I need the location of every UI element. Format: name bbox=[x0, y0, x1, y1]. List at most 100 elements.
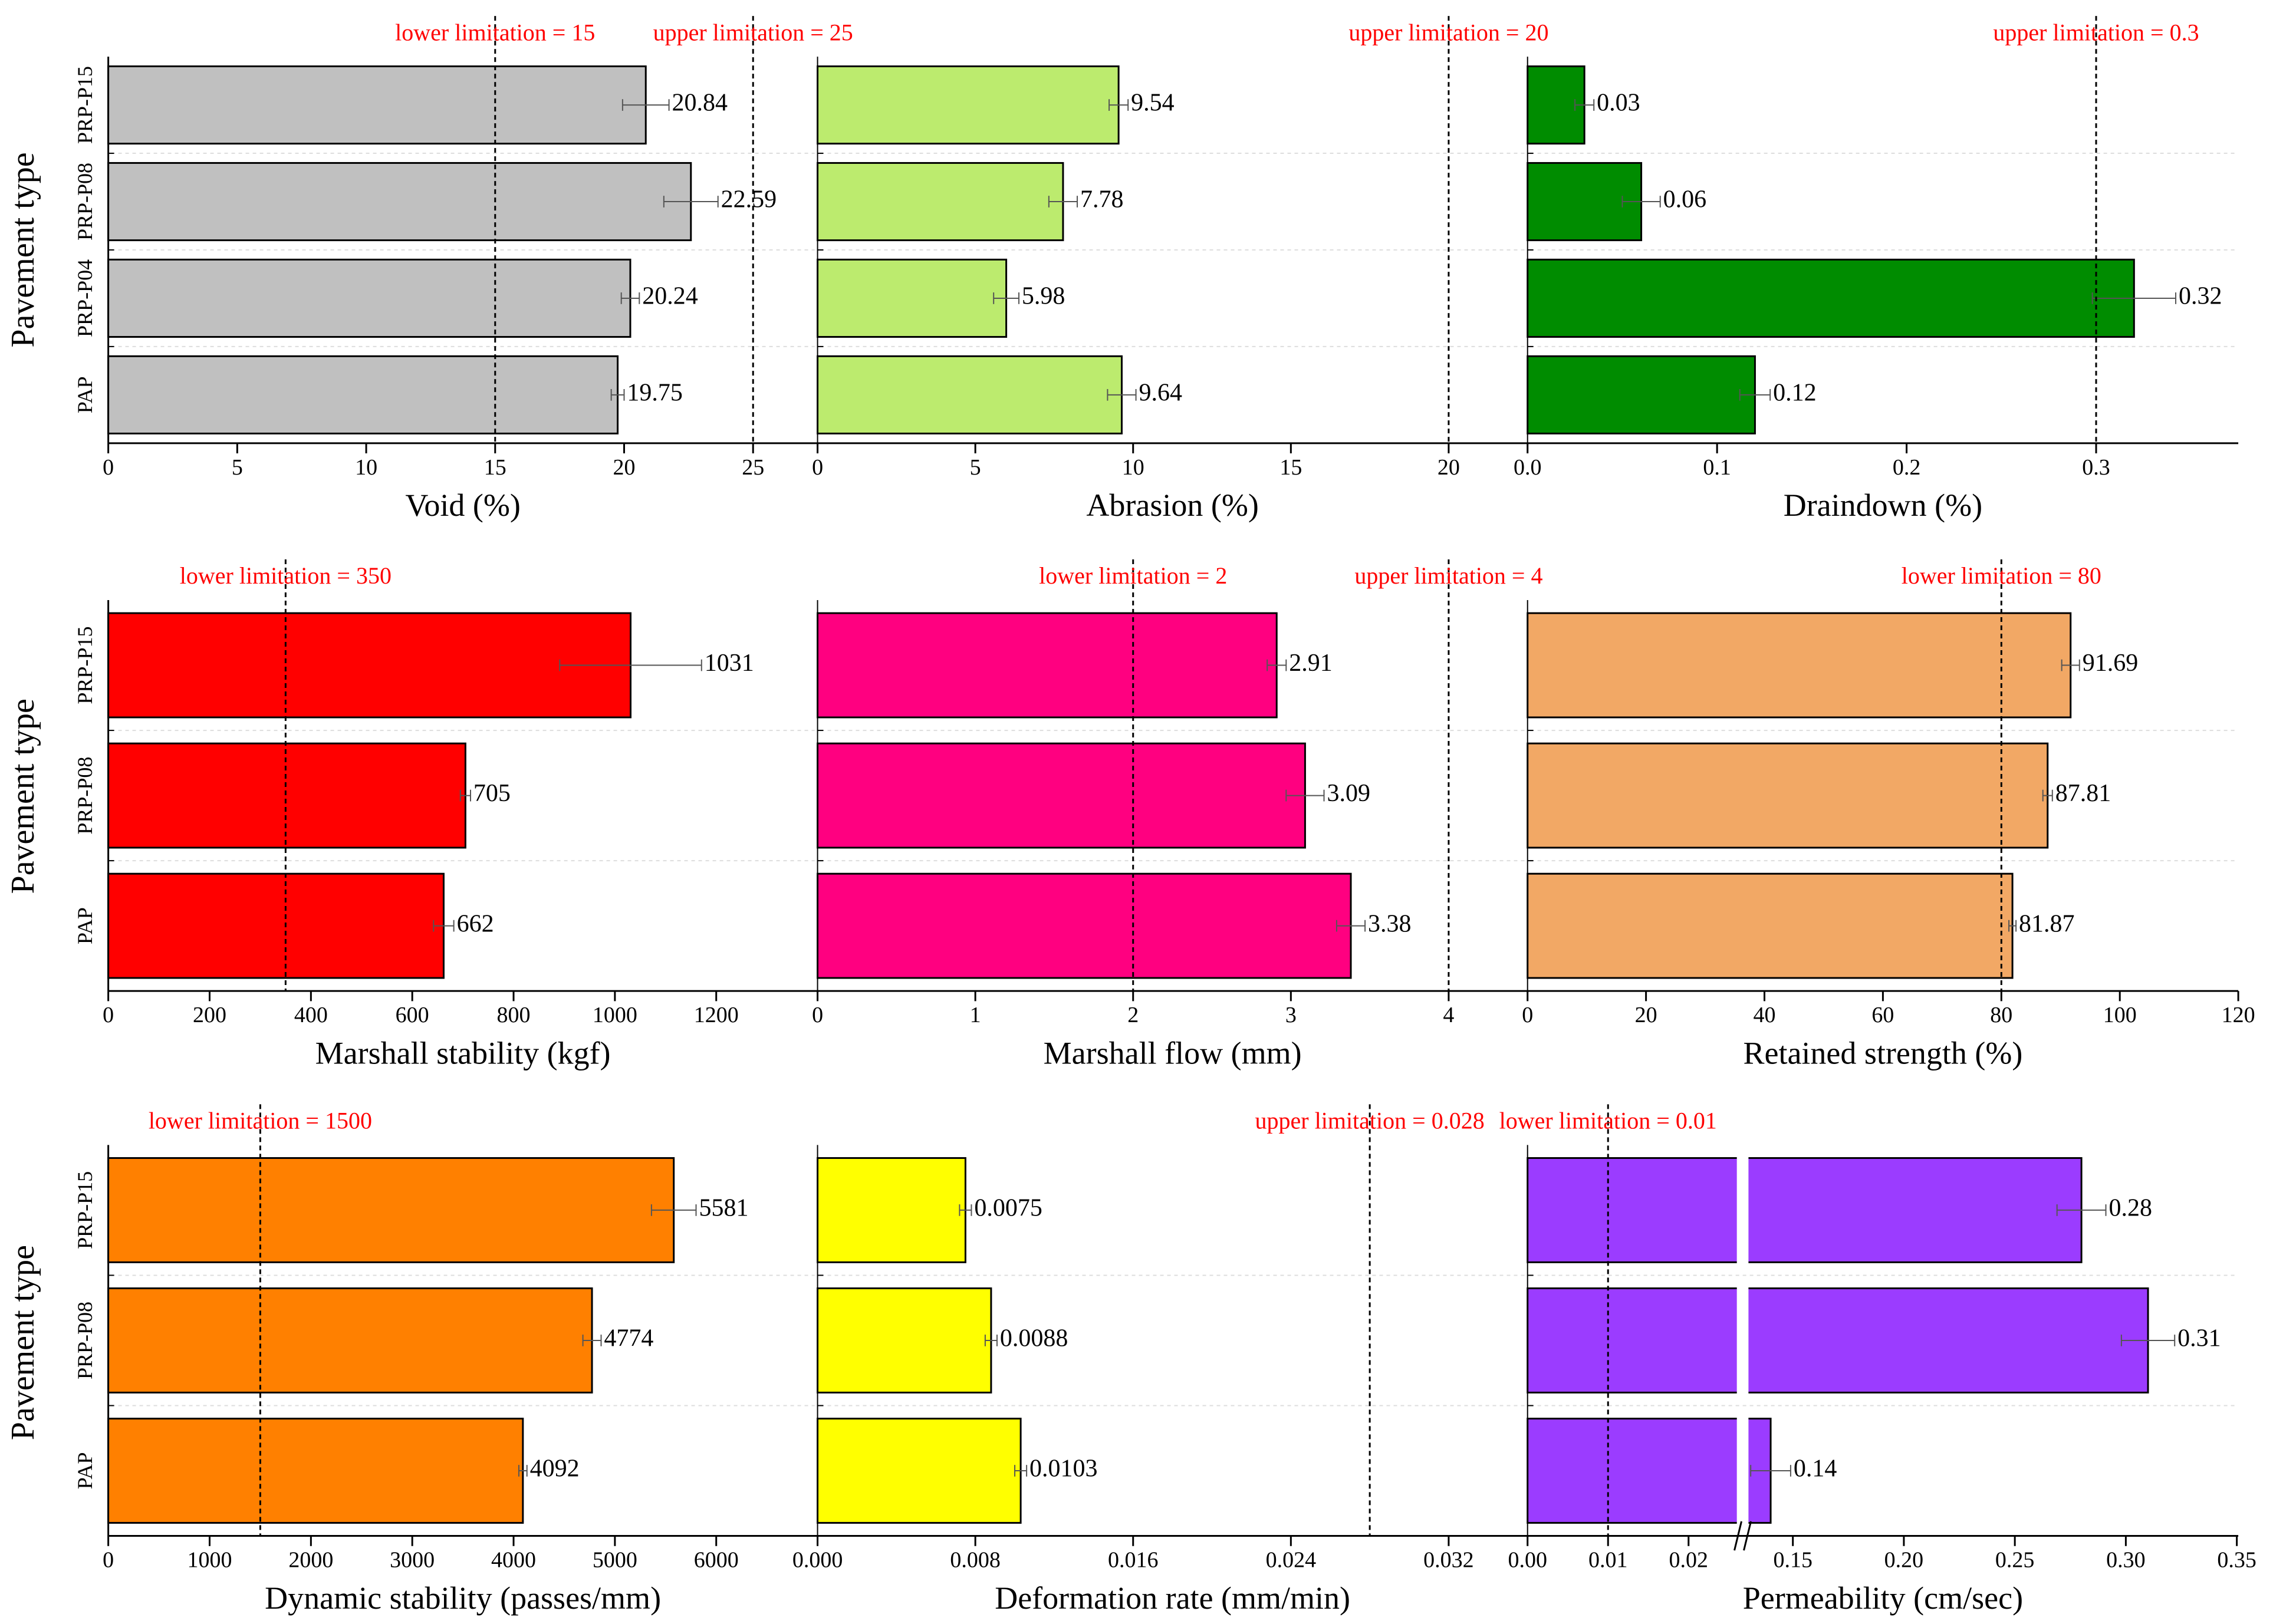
x-tick-label: 400 bbox=[294, 1003, 328, 1027]
x-tick-label: 0 bbox=[812, 455, 823, 480]
bar-prp-p15 bbox=[1527, 1157, 2083, 1263]
bar-prp-p08 bbox=[107, 1287, 593, 1394]
x-tick-label: 600 bbox=[396, 1003, 429, 1027]
value-label: 0.0088 bbox=[1000, 1325, 1068, 1352]
bar-prp-p15 bbox=[817, 65, 1120, 145]
subplot-marshall: 1031 PRP-P15 705 PRP-P08 662 PAP lower limitat… bbox=[73, 559, 815, 1070]
x-axis-title: Permeability (cm/sec) bbox=[1743, 1580, 2023, 1616]
category-label: PAP bbox=[73, 376, 97, 413]
bar-prp-p15 bbox=[107, 612, 632, 719]
x-tick-label: 4 bbox=[1443, 1003, 1454, 1027]
x-tick-label: 5 bbox=[970, 455, 981, 480]
bar-pap bbox=[817, 355, 1123, 434]
limitation-label: lower limitation = 2 bbox=[1039, 562, 1227, 589]
x-tick-label: 5000 bbox=[593, 1548, 637, 1573]
value-label: 0.0103 bbox=[1029, 1455, 1098, 1483]
limitation-label: lower limitation = 350 bbox=[180, 562, 392, 589]
x-tick-label: 0.15 bbox=[1773, 1548, 1813, 1573]
x-tick-label: 0.20 bbox=[1884, 1548, 1924, 1573]
x-axis-title: Abrasion (%) bbox=[1086, 487, 1258, 523]
value-label: 5.98 bbox=[1022, 283, 1065, 310]
value-label: 91.69 bbox=[2083, 650, 2139, 677]
x-tick-label: 0.01 bbox=[1588, 1548, 1628, 1573]
category-label: PRP-P15 bbox=[73, 627, 97, 704]
category-label: PRP-P08 bbox=[73, 163, 97, 241]
x-tick-label: 0.30 bbox=[2106, 1548, 2146, 1573]
x-tick-label: 80 bbox=[1990, 1003, 2012, 1027]
value-label: 0.06 bbox=[1663, 186, 1707, 213]
x-tick-label: 20 bbox=[1635, 1003, 1657, 1027]
x-axis-title: Marshall flow (mm) bbox=[1044, 1035, 1302, 1070]
bar-prp-p08 bbox=[1527, 1287, 2149, 1394]
category-label: PRP-P04 bbox=[73, 259, 97, 337]
value-label: 4774 bbox=[604, 1325, 653, 1352]
value-label: 81.87 bbox=[2019, 910, 2075, 937]
x-tick-label: 0.016 bbox=[1108, 1548, 1159, 1573]
x-tick-label: 0.3 bbox=[2082, 455, 2110, 480]
value-label: 7.78 bbox=[1080, 186, 1124, 213]
x-tick-label: 1 bbox=[970, 1003, 981, 1027]
axis-break-gap bbox=[1736, 1415, 1749, 1526]
x-tick-label: 1000 bbox=[593, 1003, 637, 1027]
category-label: PRP-P15 bbox=[73, 66, 97, 144]
axis-break-mark bbox=[1743, 1521, 1752, 1551]
value-label: 9.54 bbox=[1131, 90, 1175, 117]
x-tick-label: 6000 bbox=[694, 1548, 739, 1573]
value-label: 0.28 bbox=[2108, 1195, 2152, 1222]
category-label: PRP-P08 bbox=[73, 757, 97, 835]
x-tick-label: 0.0 bbox=[1514, 455, 1542, 480]
x-tick-label: 10 bbox=[1122, 455, 1144, 480]
value-label: 0.14 bbox=[1794, 1455, 1837, 1483]
value-label: 87.81 bbox=[2055, 780, 2111, 807]
x-tick-label: 0 bbox=[103, 1548, 114, 1573]
bar-pap bbox=[1527, 355, 1756, 434]
x-tick-label: 1200 bbox=[694, 1003, 739, 1027]
x-tick-label: 0.2 bbox=[1893, 455, 1921, 480]
bar-prp-p04 bbox=[107, 258, 631, 338]
bar-prp-p04 bbox=[817, 258, 1008, 338]
x-tick-label: 0.024 bbox=[1266, 1548, 1317, 1573]
x-tick-label: 0.000 bbox=[792, 1548, 843, 1573]
bar-prp-p15 bbox=[107, 65, 647, 145]
x-tick-label: 0.1 bbox=[1703, 455, 1731, 480]
bar-prp-p04 bbox=[1527, 258, 2135, 338]
y-axis-title: Pavement type bbox=[5, 699, 41, 894]
value-label: 19.75 bbox=[627, 380, 683, 407]
limitation-label: upper limitation = 4 bbox=[1354, 562, 1542, 589]
bar-pap bbox=[1527, 872, 2014, 979]
bar-prp-p15 bbox=[817, 1157, 966, 1263]
subplot-abrasion: 9.54 7.78 5.98 9.64 upper limitation = 20 0 5 1… bbox=[812, 16, 1549, 523]
bar-prp-p08 bbox=[107, 162, 692, 242]
subplot-void: 20.84 PRP-P15 22.59 PRP-P08 20.24 PRP-P04 19.7… bbox=[73, 16, 853, 523]
subplot-marshall: 2.91 3.09 3.38 lower limitation = 2 upper li… bbox=[812, 559, 1543, 1070]
x-tick-label: 0 bbox=[1522, 1003, 1533, 1027]
bar-prp-p08 bbox=[817, 1287, 992, 1394]
x-tick-label: 120 bbox=[2222, 1003, 2255, 1027]
x-tick-label: 10 bbox=[355, 455, 377, 480]
value-label: 0.31 bbox=[2177, 1325, 2221, 1352]
x-tick-label: 0.25 bbox=[1995, 1548, 2035, 1573]
x-tick-label: 2 bbox=[1127, 1003, 1139, 1027]
category-label: PRP-P15 bbox=[73, 1171, 97, 1249]
value-label: 705 bbox=[473, 780, 511, 807]
limitation-label: lower limitation = 1500 bbox=[149, 1108, 372, 1134]
bar-pap bbox=[107, 1418, 524, 1524]
x-tick-label: 4000 bbox=[491, 1548, 536, 1573]
subplot-dynamic: 5581 PRP-P15 4774 PRP-P08 4092 PAP lower limit… bbox=[73, 1104, 815, 1616]
bar-prp-p08 bbox=[817, 742, 1306, 849]
bar-pap bbox=[107, 872, 445, 979]
subplot-deformation: 0.0075 0.0088 0.0103 upper limitation = 0.0… bbox=[792, 1104, 1525, 1616]
x-axis-title: Retained strength (%) bbox=[1743, 1035, 2022, 1070]
y-axis-title: Pavement type bbox=[5, 1245, 41, 1440]
bar-pap bbox=[817, 1418, 1022, 1524]
value-label: 3.09 bbox=[1327, 780, 1370, 807]
limitation-label: lower limitation = 0.01 bbox=[1499, 1108, 1717, 1134]
value-label: 20.24 bbox=[642, 283, 698, 310]
y-axis-title: Pavement type bbox=[5, 152, 41, 347]
bar-prp-p08 bbox=[107, 742, 466, 849]
x-tick-label: 3000 bbox=[390, 1548, 435, 1573]
x-tick-label: 0.00 bbox=[1508, 1548, 1547, 1573]
value-label: 5581 bbox=[699, 1195, 748, 1222]
